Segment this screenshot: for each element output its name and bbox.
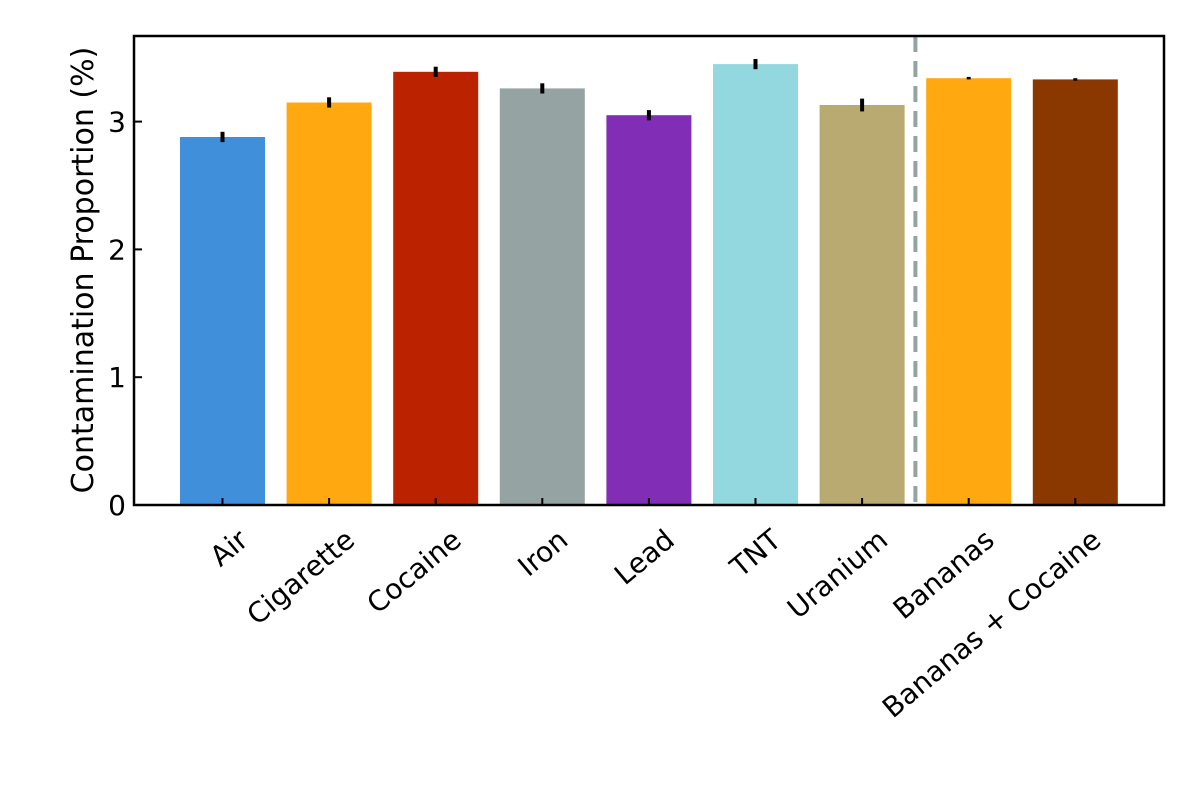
bar-lead bbox=[606, 115, 692, 505]
error-bars-layer bbox=[220, 59, 1078, 143]
bar-cigarette bbox=[286, 102, 372, 505]
x-tick-label: TNT bbox=[723, 522, 788, 584]
y-tick-label: 3 bbox=[108, 106, 126, 139]
bar-uranium bbox=[819, 105, 905, 505]
bar-iron bbox=[499, 88, 585, 506]
bar-bananas-cocaine bbox=[1032, 79, 1118, 506]
bar-cocaine bbox=[393, 71, 479, 506]
y-axis: 0 1 2 3 bbox=[108, 106, 142, 522]
bars-layer bbox=[180, 64, 1118, 506]
y-tick-label: 1 bbox=[108, 361, 126, 394]
x-tick-label: Air bbox=[204, 523, 255, 573]
y-tick-label: 0 bbox=[108, 489, 126, 522]
y-axis-title: Contamination Proportion (%) bbox=[66, 47, 101, 494]
x-tick-label: Uranium bbox=[781, 523, 894, 625]
bar-tnt bbox=[713, 64, 798, 505]
bar-air bbox=[180, 137, 265, 505]
y-tick-label: 2 bbox=[108, 233, 126, 266]
bar-bananas bbox=[926, 78, 1012, 505]
x-tick-label: Cigarette bbox=[240, 523, 360, 632]
x-tick-label: Lead bbox=[608, 523, 681, 592]
x-tick-label: Iron bbox=[512, 523, 575, 583]
x-tick-label: Cocaine bbox=[361, 523, 468, 620]
